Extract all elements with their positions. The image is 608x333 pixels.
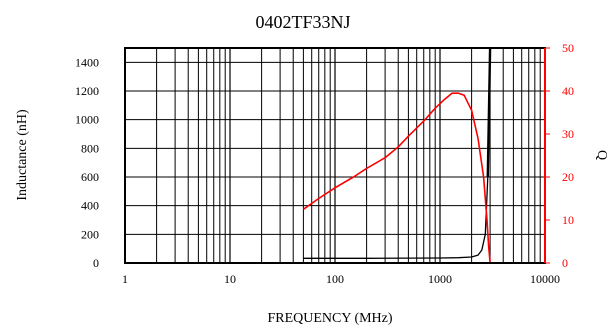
series-resonance-rise: [486, 47, 492, 178]
y-tick-label: 400: [81, 199, 99, 213]
x-tick-label: 10000: [530, 272, 560, 286]
y-tick-label: 1200: [75, 84, 99, 98]
x-tick-label: 10: [224, 272, 236, 286]
y2-tick-label: 10: [562, 213, 574, 227]
x-tick-label: 100: [326, 272, 344, 286]
series-line-q: [302, 92, 491, 264]
y2-axis-label: Q: [594, 150, 608, 160]
y-tick-label: 600: [81, 170, 99, 184]
y2-tick-label: 0: [562, 256, 568, 270]
y-tick-label: 200: [81, 227, 99, 241]
series-line-inductance: [303, 47, 491, 259]
y-tick-label: 1400: [75, 55, 99, 69]
y2-tick-label: 30: [562, 127, 574, 141]
series-layer: [302, 47, 492, 264]
y2-tick-label: 40: [562, 84, 574, 98]
y-tick-label: 1000: [75, 113, 99, 127]
y-tick-label: 800: [81, 141, 99, 155]
y2-tick-label: 20: [562, 170, 574, 184]
x-axis-label: FREQUENCY (MHz): [267, 311, 392, 326]
plot-grid: [124, 48, 545, 264]
chart-title: 0402TF33NJ: [255, 12, 350, 32]
y-tick-label: 0: [93, 256, 99, 270]
x-tick-label: 1: [122, 272, 128, 286]
y-axis-label: Inductance (nH): [15, 109, 30, 201]
y2-tick-label: 50: [562, 41, 574, 55]
tick-labels: 1 10 100 1000 100000200400600800100012001400…: [75, 41, 574, 286]
x-tick-label: 1000: [428, 272, 452, 286]
